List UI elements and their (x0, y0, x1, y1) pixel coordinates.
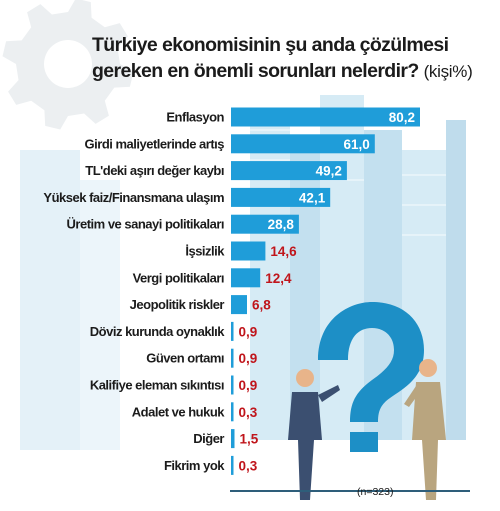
value-label: 0,3 (239, 458, 258, 473)
question-mark-icon (318, 302, 424, 452)
category-label: Vergi politikaları (133, 270, 224, 285)
category-label: Güven ortamı (146, 351, 224, 366)
value-label: 42,1 (299, 190, 326, 205)
category-label: İşsizlik (185, 244, 225, 259)
bar (231, 214, 299, 234)
sample-size-note: (n=323) (357, 486, 394, 498)
category-label: Girdi maliyetlerinde artış (85, 136, 225, 151)
gear-icon (2, 0, 134, 130)
bar (231, 321, 234, 341)
category-label: Kalifiye eleman sıkıntısı (90, 378, 224, 393)
value-label: 0,9 (239, 378, 258, 393)
category-label: Adalet ve hukuk (132, 404, 225, 419)
value-label: 1,5 (240, 432, 259, 447)
title-unit: (kişi%) (423, 62, 473, 81)
bar (231, 134, 375, 154)
bar (231, 402, 234, 422)
title-line-1: Türkiye ekonomisinin şu anda çözülmesi (92, 34, 449, 56)
bar (231, 161, 347, 181)
ground-line (230, 490, 470, 492)
bar (231, 295, 247, 315)
category-label: Jeopolitik riskler (130, 297, 225, 312)
value-label: 49,2 (316, 164, 342, 179)
category-label: Yüksek faiz/Finansmana ulaşım (43, 190, 224, 205)
bar (231, 348, 234, 368)
bar (231, 107, 420, 127)
value-label: 80,2 (389, 110, 415, 125)
chart-title: Türkiye ekonomisinin şu anda çözülmesi g… (92, 32, 492, 85)
category-label: Diğer (193, 431, 224, 446)
value-label: 0,9 (239, 351, 258, 366)
category-label: TL'deki aşırı değer kaybı (85, 163, 224, 178)
title-line-2-text: gereken en önemli sorunları nelerdir? (92, 60, 419, 82)
bar (231, 187, 331, 207)
value-label: 0,9 (239, 324, 258, 339)
category-label: Üretim ve sanayi politikaları (67, 217, 224, 232)
value-label: 28,8 (268, 217, 295, 232)
value-label: 12,4 (265, 271, 292, 286)
value-label: 6,8 (252, 298, 271, 313)
category-label: Döviz kurunda oynaklık (90, 324, 225, 339)
businessman-left (288, 369, 340, 500)
category-label: Enflasyon (166, 110, 224, 125)
bar (231, 268, 261, 288)
bar (231, 455, 234, 475)
title-line-2: gereken en önemli sorunları nelerdir? (k… (92, 58, 492, 85)
bar (231, 241, 266, 261)
bar (231, 375, 234, 395)
bar (231, 429, 235, 449)
value-label: 0,3 (239, 405, 258, 420)
businessman-right (404, 359, 446, 500)
value-label: 14,6 (270, 244, 297, 259)
city-skyline (20, 95, 466, 450)
category-label: Fikrim yok (164, 458, 225, 473)
value-label: 61,0 (343, 137, 369, 152)
